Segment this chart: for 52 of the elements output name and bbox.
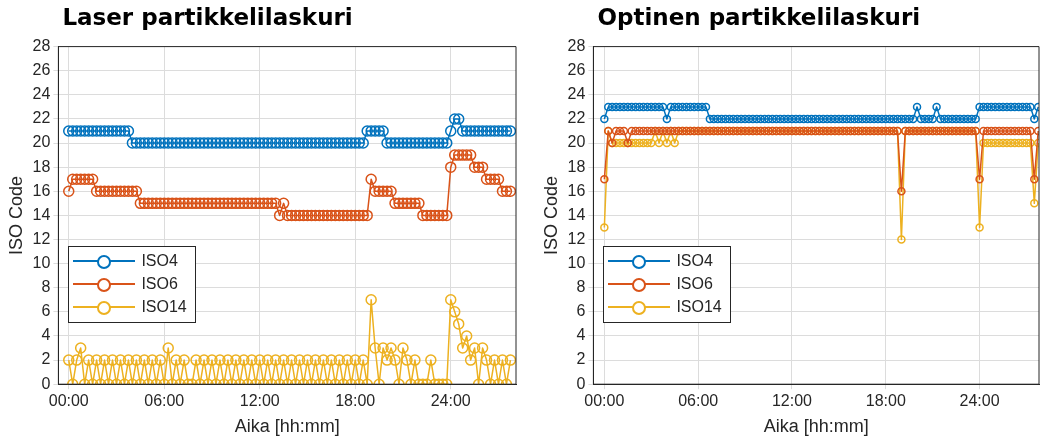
y-tick-label: 4 xyxy=(41,326,51,344)
y-tick-label: 4 xyxy=(576,326,586,344)
y-tick-label: 26 xyxy=(567,61,586,79)
y-tick-label: 8 xyxy=(41,278,51,296)
legend-label: ISO6 xyxy=(676,275,713,294)
legend-label: ISO14 xyxy=(141,298,187,317)
x-tick-label: 18:00 xyxy=(335,392,376,410)
x-axis-title: Aika [hh:mm] xyxy=(234,416,340,437)
y-tick-label: 12 xyxy=(567,229,586,247)
y-tick-label: 24 xyxy=(32,85,51,103)
y-tick-label: 2 xyxy=(576,350,586,368)
legend-label: ISO14 xyxy=(676,298,722,317)
y-axis-title: ISO Code xyxy=(5,175,26,255)
x-tick-label: 06:00 xyxy=(678,392,719,410)
y-tick-label: 0 xyxy=(41,374,51,392)
y-tick-label: 2 xyxy=(41,350,51,368)
x-tick-label: 00:00 xyxy=(584,392,625,410)
y-tick-label: 12 xyxy=(32,229,51,247)
y-tick-label: 28 xyxy=(567,37,586,55)
chart-title: Optinen partikkelilaskuri xyxy=(596,3,922,32)
y-tick-label: 14 xyxy=(567,205,586,223)
y-tick-label: 0 xyxy=(576,374,586,392)
y-tick-label: 6 xyxy=(41,302,51,320)
x-tick-label: 00:00 xyxy=(48,392,89,410)
y-tick-label: 20 xyxy=(32,133,51,151)
y-tick-label: 24 xyxy=(567,85,586,103)
y-tick-label: 18 xyxy=(32,157,51,175)
y-tick-label: 18 xyxy=(567,157,586,175)
y-tick-label: 10 xyxy=(32,254,51,272)
x-tick-label: 24:00 xyxy=(430,392,471,410)
y-tick-label: 26 xyxy=(32,61,51,79)
chart-title: Laser partikkelilaskuri xyxy=(61,3,354,32)
y-tick-label: 10 xyxy=(567,254,586,272)
y-tick-label: 14 xyxy=(32,205,51,223)
y-tick-label: 20 xyxy=(567,133,586,151)
x-axis-title: Aika [hh:mm] xyxy=(763,416,869,437)
y-tick-label: 6 xyxy=(576,302,586,320)
legend-label: ISO6 xyxy=(141,275,178,294)
y-tick-label: 16 xyxy=(32,181,51,199)
x-tick-label: 18:00 xyxy=(865,392,906,410)
x-tick-label: 06:00 xyxy=(144,392,185,410)
y-tick-label: 22 xyxy=(567,109,586,127)
legend-label: ISO4 xyxy=(141,252,178,271)
y-tick-label: 16 xyxy=(567,181,586,199)
x-tick-label: 12:00 xyxy=(771,392,813,410)
y-tick-label: 28 xyxy=(32,37,51,55)
legend-label: ISO4 xyxy=(676,252,713,271)
y-tick-label: 8 xyxy=(576,278,586,296)
x-tick-label: 12:00 xyxy=(239,392,280,410)
x-tick-label: 24:00 xyxy=(959,392,1000,410)
y-tick-label: 22 xyxy=(32,109,51,127)
y-axis-title: ISO Code xyxy=(540,175,561,255)
